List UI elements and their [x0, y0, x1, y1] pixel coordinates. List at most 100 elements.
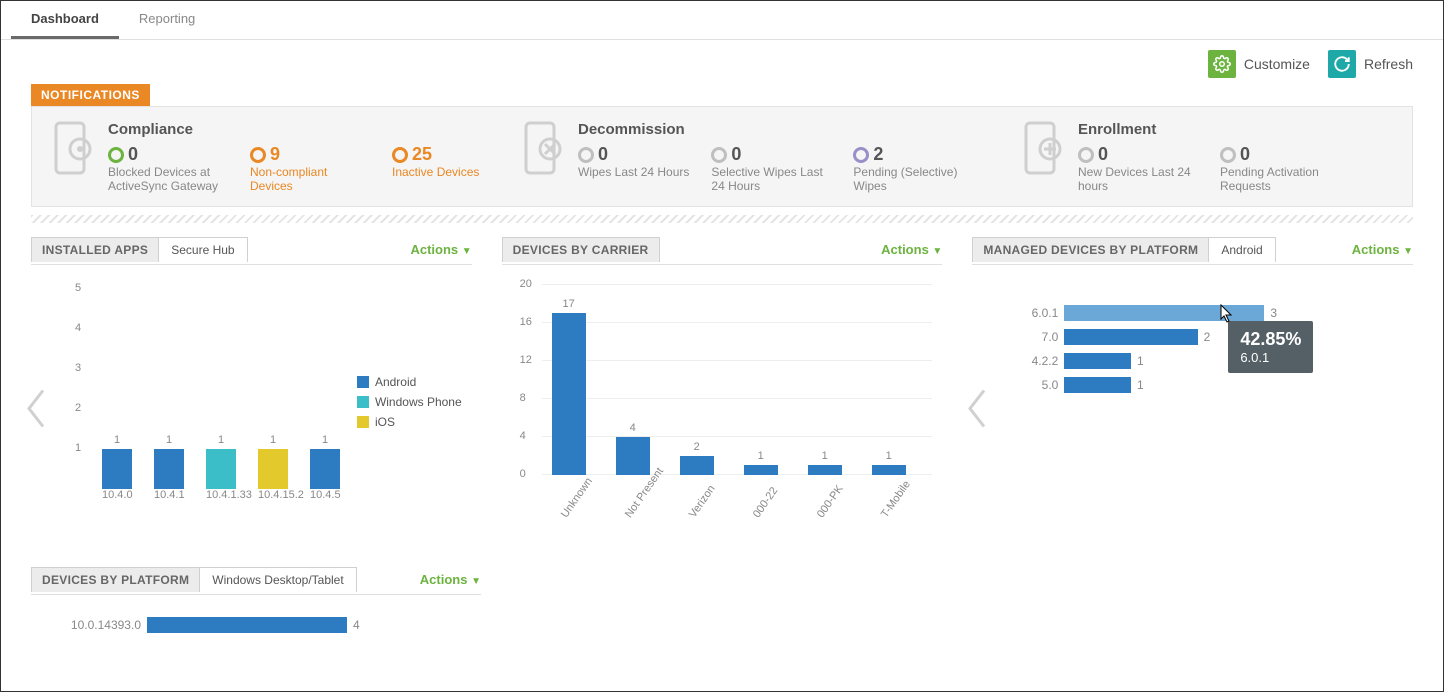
bar-value: 1	[758, 450, 764, 462]
notification-stat[interactable]: 0New Devices Last 24 hours	[1078, 144, 1198, 194]
bar[interactable]: 2	[680, 441, 714, 475]
y-tick: 1	[75, 442, 81, 454]
status-ring-icon	[853, 147, 869, 163]
bar[interactable]: 1	[154, 434, 184, 489]
y-tick: 20	[520, 278, 532, 290]
divider	[31, 215, 1413, 223]
hbar-row[interactable]: 7.02	[1018, 325, 1378, 349]
hbar-row[interactable]: 5.01	[1018, 373, 1378, 397]
bar[interactable]: 1	[872, 450, 906, 475]
refresh-label: Refresh	[1364, 56, 1413, 72]
devices-by-platform-title: DEVICES BY PLATFORM	[31, 567, 200, 592]
installed-apps-actions[interactable]: Actions ▼	[410, 242, 471, 257]
hbar-value: 2	[1204, 330, 1211, 344]
widget-installed-apps: INSTALLED APPS Secure Hub Actions ▼ 1234…	[31, 237, 472, 555]
status-ring-icon	[392, 147, 408, 163]
status-ring-icon	[578, 147, 594, 163]
decommission-title: Decommission	[578, 121, 973, 138]
tab-dashboard[interactable]: Dashboard	[11, 1, 119, 39]
managed-devices-actions[interactable]: Actions ▼	[1352, 242, 1413, 257]
bar[interactable]: 1	[258, 434, 288, 489]
hbar-label: 7.0	[1018, 330, 1058, 344]
notifications-decommission: Decommission 0Wipes Last 24 Hours 0Select…	[520, 121, 1020, 194]
tabbar: Dashboard Reporting	[1, 1, 1443, 40]
legend-swatch	[357, 396, 369, 408]
stat-value: 0	[1240, 144, 1250, 165]
notification-stat[interactable]: 2Pending (Selective) Wipes	[853, 144, 973, 194]
y-tick: 16	[520, 316, 532, 328]
bar[interactable]: 1	[310, 434, 340, 489]
installed-apps-subtab[interactable]: Secure Hub	[159, 237, 247, 262]
bar[interactable]: 1	[808, 450, 842, 475]
hbar-label: 4.2.2	[1018, 354, 1058, 368]
y-tick: 12	[520, 354, 532, 366]
notification-stat[interactable]: 0Pending Activation Requests	[1220, 144, 1340, 194]
devices-by-carrier-actions[interactable]: Actions ▼	[881, 242, 942, 257]
stat-label: Inactive Devices	[392, 165, 479, 179]
notification-stat[interactable]: 0Selective Wipes Last 24 Hours	[711, 144, 831, 194]
x-label: 10.4.5	[310, 489, 340, 519]
hbar-label: 6.0.1	[1018, 306, 1058, 320]
tooltip-percent: 42.85%	[1240, 329, 1301, 350]
tab-reporting[interactable]: Reporting	[119, 1, 215, 39]
legend-item[interactable]: Windows Phone	[357, 395, 462, 409]
devices-by-carrier-title: DEVICES BY CARRIER	[502, 237, 660, 262]
bar-value: 1	[322, 434, 328, 446]
hbar-value: 1	[1137, 354, 1144, 368]
x-label: Verizon	[680, 495, 709, 530]
notification-stat[interactable]: 0Blocked Devices at ActiveSync Gateway	[108, 144, 228, 194]
hbar-value: 1	[1137, 378, 1144, 392]
bar-value: 1	[166, 434, 172, 446]
customize-label: Customize	[1244, 56, 1310, 72]
widget-managed-devices-by-platform: MANAGED DEVICES BY PLATFORM Android Acti…	[972, 237, 1413, 555]
compliance-title: Compliance	[108, 121, 479, 138]
bar-value: 2	[694, 441, 700, 453]
bar-value: 1	[822, 450, 828, 462]
notification-stat[interactable]: 9Non-compliant Devices	[250, 144, 370, 194]
bar[interactable]: 17	[552, 298, 586, 475]
notifications-compliance: Compliance 0Blocked Devices at ActiveSyn…	[50, 121, 520, 194]
legend-item[interactable]: Android	[357, 375, 462, 389]
refresh-button[interactable]: Refresh	[1328, 50, 1413, 78]
bar[interactable]: 1	[102, 434, 132, 489]
y-tick: 4	[75, 322, 81, 334]
stat-value: 25	[412, 144, 432, 165]
chart-tooltip: 42.85% 6.0.1	[1228, 321, 1313, 373]
managed-devices-title: MANAGED DEVICES BY PLATFORM	[972, 237, 1209, 262]
gear-icon	[1208, 50, 1236, 78]
managed-devices-subtab[interactable]: Android	[1209, 237, 1275, 262]
stat-label: Blocked Devices at ActiveSync Gateway	[108, 165, 228, 194]
notification-stat[interactable]: 0Wipes Last 24 Hours	[578, 144, 689, 194]
stat-label: Pending Activation Requests	[1220, 165, 1340, 194]
y-tick: 2	[75, 402, 81, 414]
hbar-row[interactable]: 10.0.14393.04	[51, 613, 481, 637]
status-ring-icon	[711, 147, 727, 163]
customize-button[interactable]: Customize	[1208, 50, 1310, 78]
bar[interactable]: 4	[616, 422, 650, 475]
tooltip-sub: 6.0.1	[1240, 350, 1301, 365]
devices-by-platform-subtab[interactable]: Windows Desktop/Tablet	[200, 567, 356, 592]
stat-value: 0	[128, 144, 138, 165]
stat-value: 0	[731, 144, 741, 165]
notifications-card: Compliance 0Blocked Devices at ActiveSyn…	[31, 106, 1413, 207]
bar-value: 1	[114, 434, 120, 446]
x-label: T-Mobile	[872, 495, 901, 530]
notification-stat[interactable]: 25Inactive Devices	[392, 144, 479, 194]
x-label: 10.4.15.2	[258, 489, 288, 519]
legend-item[interactable]: iOS	[357, 415, 462, 429]
x-label: Unknown	[552, 495, 581, 530]
hbar-row[interactable]: 6.0.13	[1018, 301, 1378, 325]
chevron-left-icon[interactable]	[25, 386, 47, 433]
hbar-value: 4	[353, 618, 360, 632]
chevron-left-icon[interactable]	[966, 386, 988, 433]
bar[interactable]: 1	[744, 450, 778, 475]
toolbar: Customize Refresh	[1, 40, 1443, 84]
hbar-row[interactable]: 4.2.2 1	[1018, 349, 1378, 373]
status-ring-icon	[1220, 147, 1236, 163]
y-tick: 0	[520, 468, 526, 480]
bar[interactable]: 1	[206, 434, 236, 489]
stat-value: 9	[270, 144, 280, 165]
devices-by-platform-actions[interactable]: Actions ▼	[420, 572, 481, 587]
y-tick: 8	[520, 392, 526, 404]
stat-label: Non-compliant Devices	[250, 165, 370, 194]
